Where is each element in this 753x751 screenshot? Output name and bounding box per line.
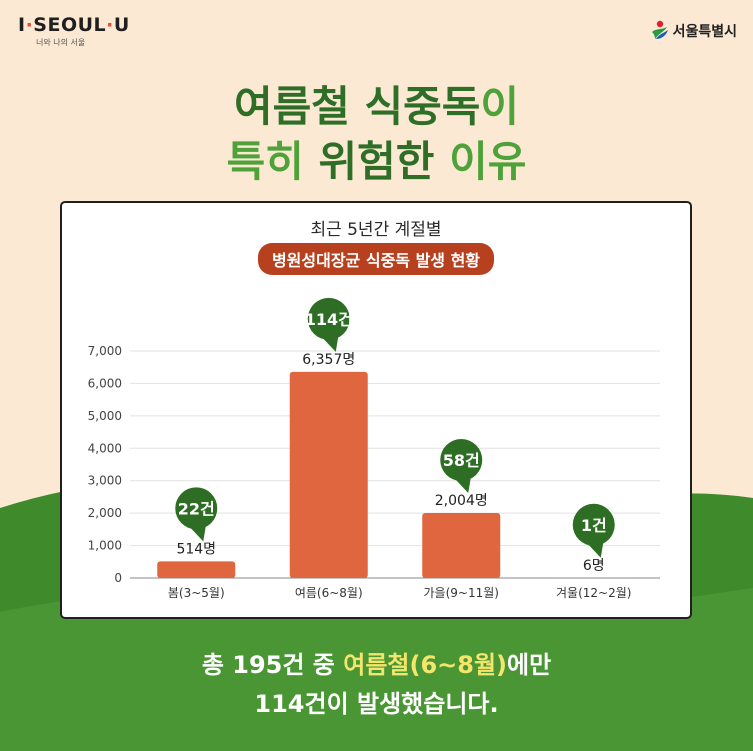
chart-title: 최근 5년간 계절별 xyxy=(310,220,442,240)
footer-highlight: 여름철(6~8월) xyxy=(343,651,507,679)
logo-tagline: 너와 나의 서울 xyxy=(36,38,86,47)
x-tick-label: 여름(6~8월) xyxy=(295,586,363,600)
footer-text: 에만 xyxy=(507,651,552,679)
seoul-city-logo: 서울특별시 xyxy=(650,20,737,42)
headline-line-1: 여름철 식중독이 xyxy=(0,86,753,128)
headline-part: 이유 xyxy=(434,137,527,186)
data-label: 6,357명 xyxy=(302,352,355,368)
bar xyxy=(289,371,368,578)
headline-part: 특히 xyxy=(226,137,319,186)
chart-card: 최근 5년간 계절별 병원성대장균 식중독 발생 현황 0 1,000 2,000 3… xyxy=(60,201,692,619)
bar-chart: 0 1,000 2,000 3,000 4,000 5,000 6,000 7,000 봄(3~… xyxy=(88,297,660,600)
bar xyxy=(157,561,236,578)
logo-wordmark: I·SEOUL·U xyxy=(18,14,130,36)
headline-part: 이 xyxy=(480,82,520,131)
y-tick-label: 4,000 xyxy=(88,441,122,455)
case-bubble xyxy=(307,297,350,340)
footer-text: 총 195건 중 xyxy=(201,651,344,679)
case-bubble xyxy=(572,503,615,546)
y-tick-label: 7,000 xyxy=(88,344,122,358)
headline-part: 위험한 xyxy=(318,137,435,186)
y-tick-label: 6,000 xyxy=(88,376,122,390)
y-tick-label: 5,000 xyxy=(88,409,122,423)
seoul-emblem-icon xyxy=(651,20,668,39)
data-label: 6명 xyxy=(583,558,605,574)
footer-line-2: 114건이 발생했습니다. xyxy=(254,690,499,718)
x-tick-label: 봄(3~5월) xyxy=(168,586,225,600)
case-count-label: 58건 xyxy=(443,451,480,470)
chart-subtitle: 병원성대장균 식중독 발생 현황 xyxy=(257,243,495,275)
data-label: 514명 xyxy=(176,541,216,557)
case-bubble xyxy=(175,487,218,530)
case-count-label: 22건 xyxy=(178,499,215,518)
x-tick-label: 겨울(12~2월) xyxy=(556,586,631,600)
headline-line-2: 특히 위험한 이유 xyxy=(0,141,753,183)
y-tick-label: 2,000 xyxy=(88,506,122,520)
data-label: 2,004명 xyxy=(435,493,488,509)
y-tick-label: 3,000 xyxy=(88,474,122,488)
y-tick-label: 1,000 xyxy=(88,539,122,553)
case-count-label: 114건 xyxy=(305,310,353,329)
seoul-city-label: 서울특별시 xyxy=(672,24,737,40)
case-bubble xyxy=(440,439,483,482)
bar xyxy=(422,513,501,578)
footer-line-1: 총 195건 중 여름철(6~8월)에만 xyxy=(0,645,753,680)
x-tick-label: 가을(9~11월) xyxy=(424,586,499,600)
case-count-label: 1건 xyxy=(581,516,607,535)
y-tick-label: 0 xyxy=(114,571,122,585)
i-seoul-u-logo: I·SEOUL·U 너와 나의 서울 xyxy=(18,14,130,48)
headline-part: 여름철 식중독 xyxy=(233,82,481,131)
